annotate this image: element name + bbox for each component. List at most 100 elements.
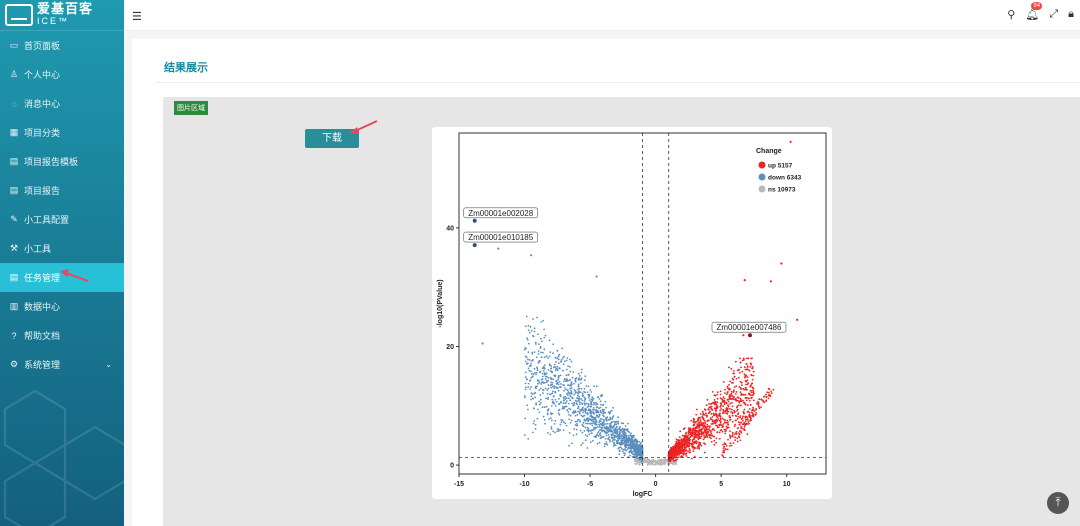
data-point-up [699,413,702,415]
brand-logo[interactable]: 爱基百客 ICE™ [0,0,124,31]
data-point-down [585,422,587,425]
data-point-down [609,440,611,443]
data-point-down [575,433,578,436]
data-point-down [605,441,608,443]
data-point-down [607,438,609,440]
sidebar-item-3[interactable]: ▦ 项目分类 [0,118,124,147]
data-point-down [617,420,619,423]
data-point-down [545,355,548,358]
data-point-down [608,412,611,415]
data-point-down [590,414,593,417]
data-point-up [697,419,699,422]
data-point-down [543,336,546,339]
data-point-down [539,394,542,396]
data-point-down [581,399,584,402]
data-point-down [554,369,557,372]
data-point-down [570,382,573,385]
data-point-ns [648,459,650,462]
data-point-down [635,448,638,451]
data-point-down [550,365,553,367]
data-point-up [675,438,678,441]
search-icon[interactable]: ⚲ [1007,9,1016,21]
data-point-down [532,318,534,320]
data-point-up [726,391,729,393]
data-point-up [725,421,728,424]
data-point-down [525,356,528,359]
data-point-down [551,392,554,395]
data-point-down [481,342,484,345]
data-point-down [527,351,530,354]
data-point-down [529,388,531,390]
data-point-down [602,436,604,438]
sidebar-item-7[interactable]: ⚒ 小工具 [0,234,124,263]
lock-icon[interactable]: 🔒︎ [1068,8,1074,20]
data-point-down [595,421,598,423]
notification-bell-icon[interactable]: 🔔︎ 94 [1025,2,1043,21]
back-to-top-button[interactable]: ⤒ [1047,492,1069,514]
sidebar-item-4[interactable]: ▤ 项目报告模板 [0,147,124,176]
data-point-ns [634,460,637,463]
sidebar-item-8[interactable]: ▤ 任务管理 [0,263,124,292]
data-point-down [583,430,586,432]
sidebar-item-label: 任务管理 [24,273,61,283]
data-point-down [550,426,553,428]
data-point-up [710,441,713,443]
data-point-up [745,422,748,425]
data-point-up [725,445,728,447]
sidebar-item-9[interactable]: ▥ 数据中心 [0,292,124,321]
sidebar-item-5[interactable]: ▤ 项目报告 [0,176,124,205]
data-point-down [554,391,557,394]
chevron-down-icon[interactable]: ⌄ [105,360,112,369]
data-point-down [497,247,500,250]
data-point-down [598,413,601,416]
data-point-up [713,413,716,416]
data-point-up [706,423,709,426]
y-tick-label: 40 [446,225,454,232]
data-point-up [675,459,677,462]
data-point-up [733,433,736,436]
data-point-down [571,442,573,445]
sidebar-item-6[interactable]: ✎ 小工具配置 [0,205,124,234]
download-button[interactable]: 下载 [305,129,359,148]
data-point-down [564,422,567,425]
data-point-down [632,453,634,455]
data-point-up [704,436,707,439]
fullscreen-icon[interactable]: ⤢ [1049,8,1059,20]
data-point-up [706,420,709,422]
data-point-up [725,407,728,409]
data-point-down [631,445,634,448]
data-point-up [721,398,724,401]
data-point-up [733,386,736,389]
sidebar-item-11[interactable]: ⚙ 系统管理 ⌄ [0,350,124,379]
sidebar-item-1[interactable]: ♙ 个人中心 [0,60,124,89]
data-point-up [730,408,733,411]
data-point-down [566,392,568,395]
data-point-down [530,363,532,365]
sidebar-item-10[interactable]: ? 帮助文档 [0,321,124,350]
logo-icon [5,4,33,26]
data-point-down [543,406,546,409]
data-point-down [575,402,578,405]
data-point-up [739,357,741,360]
data-point-up [691,457,693,460]
sidebar-item-0[interactable]: ▭ 首页面板 [0,31,124,60]
data-point-down [546,389,549,391]
data-point-down [579,375,581,377]
data-point-down [590,400,592,403]
menu-toggle-icon[interactable]: ☰ [132,11,142,23]
data-point-down [544,422,546,425]
sidebar-item-2[interactable]: ◌ 消息中心 [0,89,124,118]
data-point-up [747,410,749,413]
data-point-ns [673,463,676,465]
data-point-up [743,388,746,391]
data-point-down [569,366,571,368]
data-point-down [557,355,560,358]
data-point-down [569,370,572,373]
data-point-ns [659,462,662,465]
data-point-up [714,400,717,403]
data-point-up [719,418,722,421]
data-point-down [587,385,590,388]
data-point-down [562,363,565,366]
data-point-up [696,427,699,429]
data-point-up [702,413,705,416]
